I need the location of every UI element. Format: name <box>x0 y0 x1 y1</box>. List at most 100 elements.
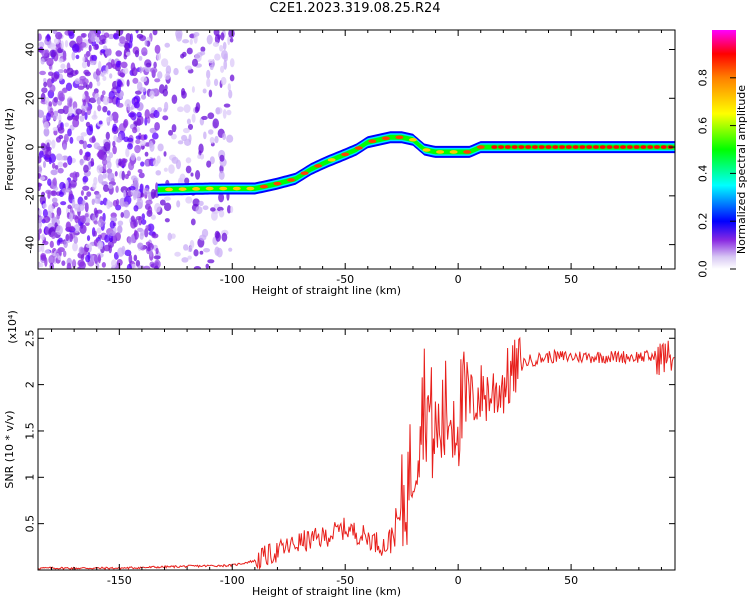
noise-speckle <box>194 170 201 180</box>
noise-speckle <box>46 57 54 67</box>
noise-speckle <box>120 211 124 218</box>
noise-speckle <box>115 60 121 68</box>
noise-speckle <box>136 197 144 208</box>
noise-speckle <box>141 94 147 100</box>
noise-speckle <box>200 46 206 53</box>
noise-speckle <box>103 45 108 50</box>
noise-speckle <box>140 76 148 83</box>
noise-speckle <box>82 99 86 107</box>
noise-speckle <box>105 131 110 140</box>
noise-speckle <box>80 215 87 224</box>
x-tick-label: -100 <box>220 273 245 286</box>
ridge-hot-spot <box>620 145 627 149</box>
noise-speckle <box>195 206 203 215</box>
noise-speckle <box>186 118 191 125</box>
noise-speckle <box>218 209 225 218</box>
colorbar-tick-label: 0.8 <box>697 69 710 87</box>
noise-speckle <box>121 170 126 181</box>
noise-speckle <box>221 232 228 242</box>
ridge-hot-spot <box>273 181 282 186</box>
noise-speckle <box>155 170 162 176</box>
noise-speckle <box>112 140 116 148</box>
noise-speckle <box>68 106 73 116</box>
y-tick-label: 0 <box>24 144 37 151</box>
noise-speckle <box>202 88 207 94</box>
noise-speckle <box>189 38 193 45</box>
x-tick-label: 50 <box>564 574 578 587</box>
ridge-hot-spot <box>368 139 377 144</box>
noise-speckle <box>126 79 130 87</box>
noise-speckle <box>44 257 48 267</box>
noise-speckle <box>135 30 139 34</box>
ridge-hot-spot <box>647 145 654 149</box>
noise-speckle <box>82 185 90 191</box>
y-tick-label: 1 <box>24 474 37 481</box>
noise-speckle <box>96 96 101 106</box>
noise-speckle <box>51 197 58 203</box>
ridge-hot-spot <box>491 145 498 149</box>
noise-speckle <box>85 84 90 90</box>
noise-speckle <box>48 101 53 107</box>
noise-speckle <box>144 116 148 126</box>
noise-speckle <box>112 145 117 155</box>
noise-speckle <box>47 178 52 186</box>
noise-speckle <box>52 30 58 35</box>
noise-speckle <box>69 225 75 231</box>
noise-speckle <box>102 173 107 179</box>
noise-speckle <box>130 234 135 244</box>
figure-title: C2E1.2023.319.08.25.R24 <box>269 1 441 16</box>
noise-speckle <box>57 100 63 106</box>
noise-speckle <box>229 74 235 82</box>
noise-speckle <box>116 198 120 206</box>
noise-speckle <box>109 230 116 237</box>
noise-speckle <box>93 44 99 51</box>
noise-speckle <box>108 114 114 122</box>
x-tick-label: -150 <box>107 574 132 587</box>
noise-speckle <box>109 220 115 229</box>
noise-speckle <box>89 97 97 104</box>
noise-speckle <box>223 103 231 108</box>
noise-speckle <box>168 164 175 174</box>
noise-speckle <box>144 109 150 120</box>
noise-speckle <box>81 61 88 69</box>
noise-speckle <box>130 153 136 161</box>
noise-speckle <box>186 47 193 55</box>
noise-speckle <box>202 205 209 211</box>
noise-speckle <box>153 109 160 119</box>
noise-speckle <box>154 44 161 54</box>
noise-speckle <box>215 107 221 115</box>
noise-speckle <box>181 257 189 263</box>
noise-speckle <box>159 199 166 206</box>
noise-speckle <box>209 64 214 71</box>
noise-speckle <box>97 254 101 264</box>
noise-speckle <box>147 205 153 215</box>
noise-speckle <box>128 185 136 191</box>
noise-speckle <box>105 64 109 75</box>
noise-speckle <box>157 107 163 113</box>
plot-frame <box>37 328 676 571</box>
ridge-hot-spot <box>165 187 174 192</box>
x-tick-label: -100 <box>220 574 245 587</box>
noise-speckle <box>122 67 129 75</box>
noise-speckle <box>177 106 184 113</box>
x-tick-label: 50 <box>564 273 578 286</box>
noise-speckle <box>219 154 225 162</box>
noise-speckle <box>132 126 138 134</box>
noise-speckle <box>68 189 73 200</box>
y-tick-label: 40 <box>24 43 37 57</box>
noise-speckle <box>185 157 192 164</box>
noise-speckle <box>144 159 149 167</box>
noise-speckle <box>90 157 95 167</box>
ridge-hot-spot <box>579 145 586 149</box>
noise-speckle <box>157 143 164 152</box>
noise-speckle <box>42 208 48 218</box>
noise-speckle <box>74 215 79 224</box>
noise-speckle <box>195 102 201 112</box>
snr-series <box>38 336 675 570</box>
noise-speckle <box>167 232 172 241</box>
noise-speckle <box>86 59 91 68</box>
noise-speckle <box>108 33 115 40</box>
noise-speckle <box>76 35 83 45</box>
noise-speckle <box>51 162 56 169</box>
noise-speckle <box>62 105 69 115</box>
